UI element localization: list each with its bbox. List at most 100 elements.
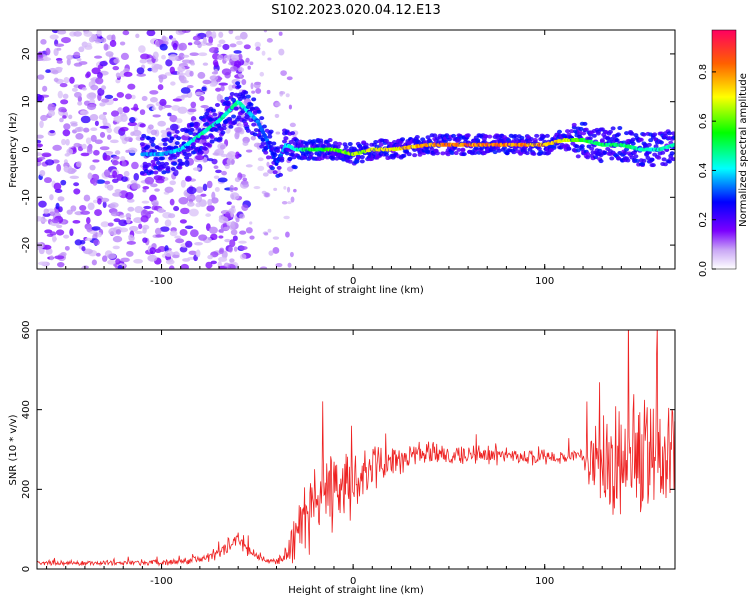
spectrogram-noise-blob [239, 230, 247, 235]
spectrogram-band-blob [400, 137, 406, 142]
spectrogram-noise-blob [202, 79, 212, 85]
spectrogram-noise-blob [74, 127, 82, 133]
spectrogram-band-blob [610, 126, 616, 131]
spectrogram-band-blob [622, 150, 628, 155]
spectrogram-noise-blob [172, 42, 178, 51]
spectrogram-noise-blob [97, 232, 102, 238]
spectrogram-noise-blob [51, 234, 57, 243]
spectrogram-noise-blob [164, 129, 174, 133]
spectrogram-noise-blob [223, 54, 231, 62]
spectrogram-noise-blob [214, 187, 220, 193]
snr-panel: -100 0 100 0 200 400 600 Height of straight li… [8, 320, 676, 596]
spectrogram-band-blob [294, 138, 300, 143]
spectrogram-noise-blob [89, 113, 99, 121]
spectrogram-band-blob [253, 128, 259, 133]
spectrogram-band-blob [605, 136, 611, 141]
spectrogram-noise-blob [134, 230, 144, 234]
spectrogram-noise-blob [257, 157, 264, 162]
spectrogram-noise-blob [144, 176, 155, 185]
spectrogram-noise-blob [217, 54, 224, 61]
spectrogram-noise-blob [230, 229, 238, 236]
spectrogram-band-blob [465, 133, 471, 138]
spectrogram-band-blob [599, 139, 605, 144]
colorbar: 0.0 0.2 0.4 0.6 0.8 Normalized spectral ampl… [698, 29, 749, 277]
spectrogram-band-blob [451, 133, 457, 138]
spectrogram-noise-blob [106, 184, 114, 191]
spectrogram-noise-blob [235, 217, 240, 223]
spectrogram-band-blob [575, 154, 581, 159]
spectrogram-band-blob [417, 152, 423, 157]
spectrogram-noise-blob [234, 35, 242, 41]
spectrogram-noise-blob [151, 199, 159, 207]
spectrogram-noise-blob [63, 234, 70, 239]
spectrogram-band-blob [327, 138, 333, 143]
spectrogram-noise-blob [263, 192, 271, 198]
spectrogram-band-blob [528, 137, 534, 142]
spectrogram-band-blob [318, 138, 324, 143]
spectrogram-noise-blob [107, 134, 112, 140]
spectrogram-noise-blob [80, 115, 91, 124]
spectrogram-noise-blob [151, 66, 159, 73]
spectrogram-ylabel: Frequency (Hz) [8, 112, 19, 188]
spectrogram-noise-blob [218, 235, 224, 239]
spectrogram-band-blob [453, 151, 459, 156]
spectrogram-noise-blob [119, 126, 129, 132]
spectrogram-noise-blob [228, 246, 233, 253]
spectrogram-noise-blob [274, 102, 281, 107]
spectrogram-noise-blob [49, 211, 56, 216]
spectrogram-noise-blob [60, 179, 67, 186]
spectrogram-noise-blob [41, 152, 52, 158]
spectrogram-noise-blob [233, 187, 238, 191]
spectrogram-noise-blob [171, 37, 177, 42]
spectrogram-noise-blob [110, 139, 119, 144]
spectrogram-noise-blob [255, 87, 262, 94]
spectrogram-band-blob [198, 150, 204, 155]
spectrogram-noise-blob [233, 50, 242, 54]
spectrogram-noise-blob [95, 179, 106, 184]
spectrogram-band-blob [581, 131, 587, 136]
spectrogram-noise-blob [56, 60, 63, 64]
spectrogram-noise-blob [37, 143, 44, 148]
spectrogram-noise-blob [238, 245, 248, 251]
spectrogram-noise-blob [178, 42, 187, 51]
spectrogram-band-blob [193, 121, 199, 126]
spectrogram-band-blob [315, 143, 321, 148]
spectrogram-noise-blob [74, 239, 83, 246]
spectrogram-band-blob [430, 151, 436, 156]
snr-xtick-label: -100 [150, 576, 173, 587]
spectrogram-band-blob [589, 146, 595, 151]
spectrogram-noise-blob [57, 90, 63, 99]
spectrogram-noise-blob [229, 239, 236, 248]
spectrogram-band-blob [617, 126, 623, 131]
spectrogram-noise-blob [224, 163, 230, 170]
spectrogram-band-blob [272, 170, 278, 175]
spectrogram-band-blob [652, 132, 658, 137]
spectrogram-band-blob [213, 127, 219, 132]
spectrogram-band-blob [243, 90, 249, 95]
spectrogram-noise-blob [83, 248, 93, 255]
spectrogram-noise-blob [198, 52, 208, 57]
spectrogram-noise-blob [179, 246, 188, 253]
spectrogram-noise-blob [220, 227, 225, 234]
spectrogram-noise-blob [124, 136, 133, 142]
spectrogram-noise-blob [220, 153, 227, 158]
spectrogram-band-blob [556, 129, 562, 134]
spectrogram-band-blob [347, 142, 353, 147]
spectrogram-noise-blob [189, 229, 199, 238]
spectrogram-noise-blob [228, 208, 235, 214]
spectrogram-noise-blob [76, 57, 82, 62]
spectrogram-noise-blob [101, 85, 107, 90]
spectrogram-noise-blob [134, 206, 144, 214]
spectrogram-noise-blob [94, 38, 102, 44]
spectrogram-noise-blob [178, 197, 189, 205]
spectrogram-noise-blob [266, 161, 270, 167]
spectrogram-noise-blob [79, 204, 87, 212]
spectrogram-noise-blob [255, 46, 261, 51]
spectrogram-noise-blob [229, 224, 236, 231]
spectrogram-noise-blob [119, 214, 125, 219]
spectrogram-noise-blob [154, 188, 160, 192]
spectrogram-band-blob [236, 84, 242, 89]
spectrogram-noise-blob [221, 68, 232, 76]
spectrogram-noise-blob [226, 201, 232, 205]
